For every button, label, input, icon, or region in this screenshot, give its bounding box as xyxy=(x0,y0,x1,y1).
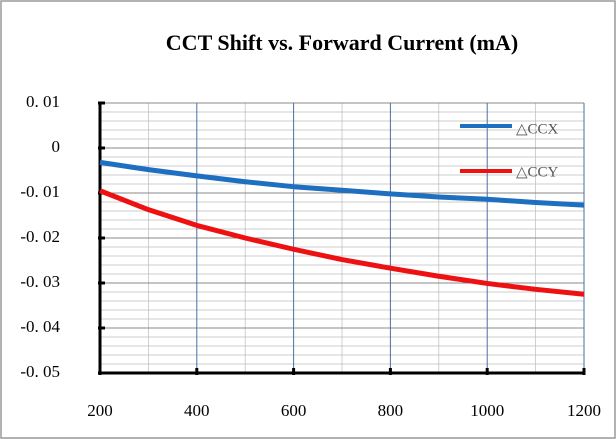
x-tick-label: 600 xyxy=(281,401,307,420)
y-tick-label: 0. 01 xyxy=(26,92,60,111)
y-tick-label: -0. 05 xyxy=(20,362,60,381)
chart-title: CCT Shift vs. Forward Current (mA) xyxy=(166,30,518,55)
y-tick-label: -0. 01 xyxy=(20,182,60,201)
y-tick-label: -0. 03 xyxy=(20,272,60,291)
y-tick-label: -0. 04 xyxy=(20,317,60,336)
series-line xyxy=(99,159,585,208)
x-tick-label: 800 xyxy=(378,401,404,420)
y-tick-label: -0. 02 xyxy=(20,227,60,246)
x-tick-label: 1200 xyxy=(567,401,601,420)
y-tick-label: 0 xyxy=(52,137,61,156)
x-tick-label: 400 xyxy=(184,401,210,420)
x-tick-label: 200 xyxy=(87,401,113,420)
legend-label: △CCX xyxy=(516,121,559,137)
x-tick-label: 1000 xyxy=(470,401,504,420)
series-line xyxy=(99,188,585,297)
legend-label: △CCY xyxy=(516,164,559,180)
